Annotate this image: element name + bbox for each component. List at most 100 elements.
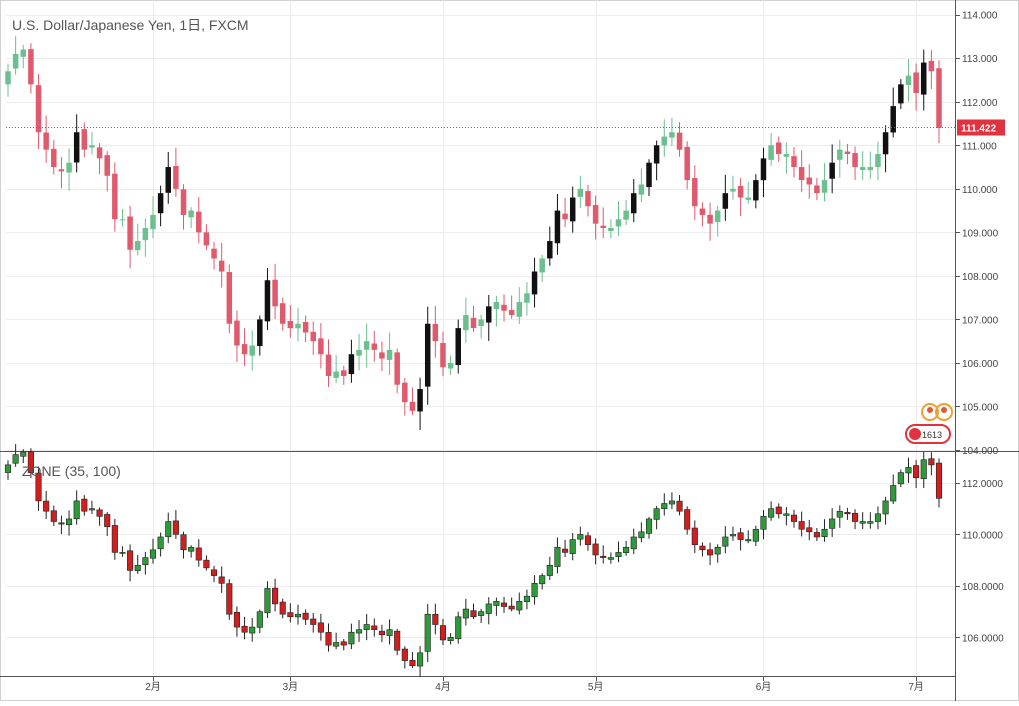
- candle-body: [722, 193, 729, 209]
- zone-candle-body: [615, 552, 622, 557]
- candle-body: [318, 338, 324, 355]
- candle-body: [157, 193, 164, 214]
- zone-candle-body: [935, 462, 943, 499]
- x-tick-label: 4月: [435, 681, 451, 693]
- zone-candle-body: [12, 454, 19, 464]
- last-price-label: 111.422: [961, 124, 996, 135]
- candle-body: [325, 354, 332, 376]
- zone-candle-body: [661, 503, 668, 510]
- zone-candle-body: [256, 611, 263, 628]
- zone-candle-body: [378, 630, 385, 636]
- zone-candle-body: [241, 625, 248, 633]
- y-tick-label: 113.000: [962, 54, 998, 65]
- zone-candle-body: [172, 520, 179, 535]
- candle-body: [844, 151, 851, 154]
- candle-body: [379, 352, 385, 359]
- zone-candle-body: [66, 518, 73, 526]
- candle-body: [20, 49, 27, 57]
- candle-body: [745, 197, 751, 200]
- zone-candle-body: [294, 613, 302, 618]
- zone-candle-body: [607, 557, 614, 560]
- y-tick-label: 112.000: [962, 98, 998, 109]
- candle-body: [257, 319, 263, 347]
- x-tick-label: 2月: [145, 681, 161, 693]
- red-circle-badge-icon[interactable]: 1613: [905, 424, 951, 444]
- candle-body: [631, 193, 637, 214]
- candle-body: [646, 162, 652, 188]
- candle-body: [577, 188, 584, 197]
- candle-body: [554, 210, 561, 244]
- zone-candle-body: [645, 518, 653, 534]
- zone-candle-body: [539, 575, 546, 585]
- zone-candle-body: [668, 500, 675, 505]
- zone-candle-body: [783, 513, 790, 516]
- zone-candle-body: [233, 612, 240, 628]
- indicator-title: ZONE (35, 100): [22, 463, 121, 479]
- candle-body: [341, 370, 347, 376]
- candle-body: [287, 321, 294, 329]
- candle-body: [279, 303, 286, 324]
- candle-body: [455, 328, 461, 366]
- zone-candle-body: [684, 509, 691, 530]
- zone-candle-body: [348, 631, 355, 645]
- zone-candle-body: [485, 603, 492, 614]
- candle-body: [165, 167, 172, 193]
- candle-body: [104, 155, 110, 176]
- zone-candle-body: [577, 534, 584, 540]
- candle-body: [890, 106, 896, 133]
- candle-body: [821, 180, 828, 193]
- candle-body: [463, 315, 469, 331]
- candle-body: [615, 219, 622, 227]
- zone-candle-body: [226, 583, 233, 615]
- zone-candles[interactable]: [4, 444, 943, 678]
- candle-body: [241, 344, 248, 355]
- candle-body: [180, 189, 187, 215]
- orange-ring: [921, 403, 939, 421]
- zone-candle-body: [852, 512, 859, 522]
- candle-body: [211, 248, 217, 259]
- price-axis[interactable]: 114.000 113.000 112.000 111.000 110.000 109.0…: [956, 11, 999, 457]
- candle-body: [814, 185, 820, 194]
- candle-body: [493, 302, 500, 310]
- y-tick-label: 106.000: [962, 359, 999, 370]
- candle-body: [501, 304, 507, 311]
- zone-candle-body: [707, 549, 714, 556]
- zone-candle-body: [287, 612, 294, 618]
- zone-candle-body: [447, 637, 454, 641]
- zone-candle-body: [157, 536, 164, 550]
- indicator-axis[interactable]: 112.0000 110.0000 108.0000 106.0000: [956, 479, 1004, 644]
- candle-body: [402, 382, 408, 403]
- candle-body: [936, 68, 942, 128]
- zone-candle-body: [836, 510, 843, 518]
- zone-candle-body: [562, 548, 569, 553]
- zone-candle-body: [806, 527, 813, 533]
- orange-dot: [927, 407, 933, 413]
- y-tick-label: 107.000: [962, 315, 999, 326]
- zone-candle-body: [470, 610, 477, 618]
- zone-candle-body: [394, 630, 401, 651]
- y-tick-label: 109.000: [962, 228, 999, 239]
- candle-body: [264, 280, 271, 322]
- zone-candle-body: [890, 485, 897, 502]
- zone-candle-body: [600, 555, 607, 558]
- zone-candle-body: [35, 472, 42, 502]
- candle-body: [920, 62, 927, 95]
- time-axis[interactable]: 2月3月4月5月6月7月23: [145, 677, 1019, 693]
- zone-candle-body: [401, 648, 408, 661]
- zone-candle-body: [546, 564, 553, 576]
- zone-candle-body: [897, 472, 904, 485]
- candle-body: [882, 132, 889, 155]
- candle-body: [684, 146, 690, 181]
- zone-candle-body: [516, 601, 523, 611]
- candle-body: [676, 132, 683, 150]
- candle-body: [96, 147, 103, 159]
- candle-body: [913, 72, 919, 94]
- orange-circle-icon[interactable]: [921, 403, 953, 421]
- candle-body: [188, 210, 194, 218]
- candle-body: [829, 162, 835, 179]
- main-candles[interactable]: [5, 36, 942, 430]
- zone-candle-body: [386, 629, 393, 636]
- candle-body: [371, 343, 378, 350]
